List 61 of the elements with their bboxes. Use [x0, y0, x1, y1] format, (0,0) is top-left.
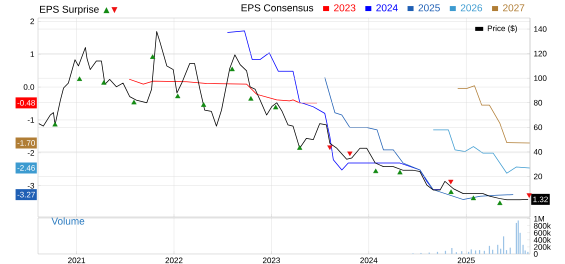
point	[76, 76, 82, 82]
point	[248, 96, 254, 101]
point	[101, 80, 106, 85]
y-tick-label: 400k	[534, 236, 551, 243]
point	[347, 152, 352, 156]
data-label: 1.32	[533, 196, 548, 202]
annotation: -2.46	[17, 165, 35, 171]
line-series	[457, 85, 530, 144]
line-series	[324, 77, 514, 200]
x-tick-label: 2025	[458, 258, 475, 264]
legend-label: 2024	[376, 4, 398, 12]
point	[52, 122, 58, 126]
point	[397, 170, 403, 174]
point	[470, 196, 476, 200]
line-series	[432, 129, 530, 174]
y-tick-label: -1	[28, 117, 34, 123]
y-tick-label: 0.0	[24, 84, 34, 90]
point	[201, 102, 206, 107]
annotation: -1.70	[17, 140, 35, 146]
y-tick-label: 1M	[534, 216, 544, 222]
annotation: -0.48	[17, 100, 35, 106]
chart-title: Volume	[51, 217, 84, 225]
point	[273, 104, 278, 110]
y2-tick-label: 120	[534, 50, 547, 56]
x-tick-label: 2024	[360, 258, 378, 264]
point	[497, 200, 502, 206]
x-tick-label: 2021	[68, 258, 86, 264]
y-tick-label: 200k	[534, 244, 551, 250]
y2-tick-label: 140	[534, 26, 547, 32]
point	[175, 94, 180, 98]
y-tick-label: 800k	[534, 222, 551, 229]
legend-label: 2023	[334, 4, 356, 12]
y2-tick-label: 20	[534, 174, 542, 180]
point	[150, 54, 156, 59]
point	[297, 145, 302, 150]
y-tick-label: 0	[534, 251, 538, 257]
x-tick-label: 2023	[262, 258, 280, 264]
point	[373, 168, 378, 174]
legend-label: 2027	[503, 4, 524, 12]
legend-label: 2025	[418, 4, 440, 12]
x-tick-label: 2022	[166, 258, 182, 264]
point	[526, 193, 532, 198]
y2-tick-label: 80	[534, 100, 542, 106]
y-tick-label: 2	[30, 18, 34, 24]
legend-title: EPS Consensus	[242, 4, 314, 12]
y-tick-label: 600k	[534, 230, 551, 236]
y2-tick-label: 100	[534, 75, 547, 82]
point	[230, 66, 235, 72]
annotation: -3.27	[17, 192, 35, 198]
point	[448, 180, 454, 184]
y-tick-label: -3	[28, 182, 34, 189]
point	[327, 145, 332, 150]
y-tick-label: 1	[30, 51, 34, 57]
y2-tick-label: 60	[534, 124, 542, 130]
y2-tick-label: 40	[534, 149, 542, 155]
legend-label: Price ($)	[488, 25, 517, 33]
point	[448, 189, 454, 194]
y-axis-title: EPS Surprise	[40, 5, 99, 15]
point	[131, 100, 137, 104]
y-tick-label: -2	[28, 150, 34, 156]
legend-label: 2026	[460, 4, 482, 12]
